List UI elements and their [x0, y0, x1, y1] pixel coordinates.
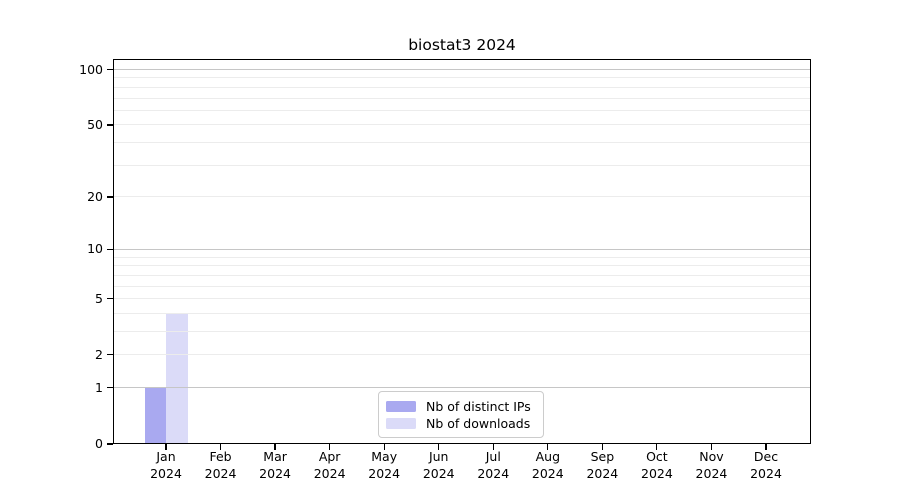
x-tick-label: May 2024 — [368, 449, 401, 481]
minor-gridline — [114, 354, 810, 356]
x-tick-label: Nov 2024 — [695, 449, 728, 481]
y-tick-mark — [107, 196, 113, 198]
y-tick-mark — [107, 354, 113, 356]
x-tick-mark — [710, 444, 713, 450]
x-tick-mark — [656, 444, 658, 450]
x-tick-label: Jun 2024 — [422, 449, 455, 481]
y-tick-label: 20 — [87, 188, 103, 204]
x-tick-mark — [765, 444, 767, 450]
minor-gridline — [114, 164, 810, 166]
legend-entry-distinct-ips: Nb of distinct IPs — [386, 398, 535, 415]
legend-label-downloads: Nb of downloads — [426, 415, 531, 431]
y-tick-label: 2 — [95, 346, 103, 362]
y-tick-label: 100 — [79, 61, 103, 77]
x-tick-label: Apr 2024 — [313, 449, 346, 481]
x-tick-label: Dec 2024 — [750, 449, 782, 481]
legend: Nb of distinct IPs Nb of downloads — [378, 391, 544, 438]
minor-gridline — [114, 274, 810, 276]
bar-distinct-ips-jan — [144, 387, 166, 444]
y-tick-label: 1 — [95, 379, 103, 395]
minor-gridline — [114, 265, 810, 267]
x-tick-mark — [219, 444, 222, 450]
x-tick-label: Aug 2024 — [531, 449, 564, 481]
major-gridline — [114, 69, 810, 71]
minor-gridline — [114, 331, 810, 333]
bar-downloads-jan — [166, 313, 188, 444]
y-tick-mark — [107, 248, 113, 251]
y-tick-mark — [107, 443, 113, 445]
x-tick-label: Oct 2024 — [641, 449, 673, 481]
minor-gridline — [114, 86, 810, 88]
x-tick-mark — [492, 444, 494, 450]
x-tick-mark — [274, 444, 276, 450]
minor-gridline — [114, 285, 810, 287]
y-tick-mark — [107, 387, 113, 389]
x-tick-mark — [383, 444, 385, 450]
x-tick-label: Mar 2024 — [259, 449, 291, 481]
chart-title: biostat3 2024 — [408, 36, 516, 54]
y-tick-mark — [107, 298, 113, 300]
x-tick-mark — [329, 444, 331, 450]
minor-gridline — [114, 196, 810, 198]
legend-swatch-downloads — [386, 418, 416, 429]
legend-swatch-distinct-ips — [386, 401, 416, 412]
x-tick-mark — [601, 444, 603, 450]
x-tick-mark — [438, 444, 440, 450]
minor-gridline — [114, 256, 810, 258]
y-tick-mark — [107, 124, 113, 126]
x-tick-label: Feb 2024 — [204, 449, 237, 481]
legend-label-distinct-ips: Nb of distinct IPs — [426, 398, 531, 414]
x-tick-label: Sep 2024 — [586, 449, 619, 481]
minor-gridline — [114, 109, 810, 111]
minor-gridline — [114, 77, 810, 79]
y-tick-label: 5 — [95, 290, 103, 306]
major-gridline — [114, 248, 810, 250]
y-tick-label: 50 — [87, 116, 103, 132]
major-gridline — [114, 387, 810, 389]
y-tick-mark — [107, 68, 113, 71]
y-tick-label: 10 — [87, 241, 103, 257]
minor-gridline — [114, 312, 810, 314]
legend-entry-downloads: Nb of downloads — [386, 415, 535, 432]
x-tick-mark — [547, 444, 549, 450]
plot-area-border — [113, 59, 811, 444]
minor-gridline — [114, 124, 810, 126]
minor-gridline — [114, 298, 810, 300]
y-tick-label: 0 — [95, 436, 103, 451]
x-tick-mark — [165, 444, 167, 450]
x-tick-label: Jan 2024 — [150, 449, 182, 481]
x-tick-label: Jul 2024 — [477, 449, 510, 481]
minor-gridline — [114, 142, 810, 144]
minor-gridline — [114, 97, 810, 99]
